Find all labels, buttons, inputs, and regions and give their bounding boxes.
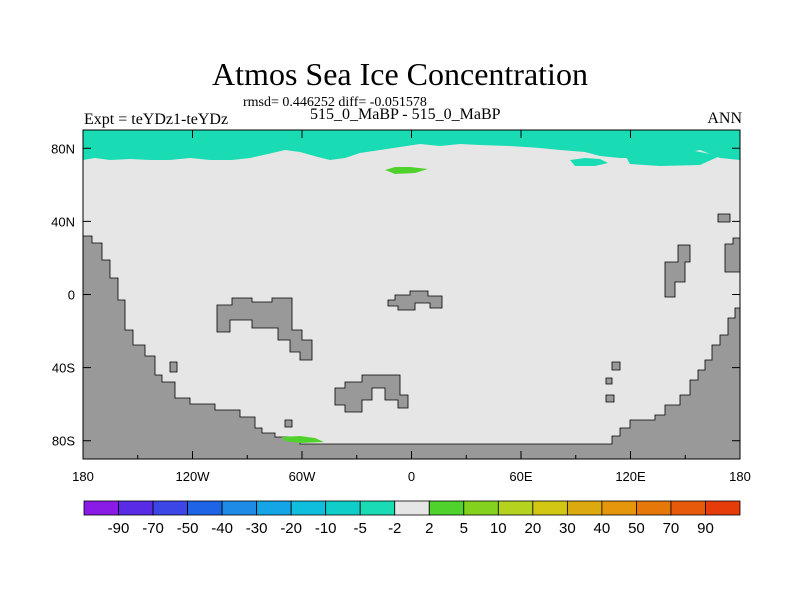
stats-label: rmsd= 0.446252 diff= -0.051578 <box>243 95 427 110</box>
colorbar-label-12: 20 <box>524 520 541 537</box>
colorbar-box-12 <box>497 500 534 516</box>
colorbar-label-16: 70 <box>663 520 680 537</box>
land-southeast-islet-1 <box>611 361 621 371</box>
colorbar-label-0: -90 <box>108 520 130 537</box>
colorbar-box-6 <box>290 500 327 516</box>
colorbar-label-10: 5 <box>460 520 468 537</box>
colorbar: -90 -70 -50 -40 -30 -20 -10 -5 -2 2 5 10 20 30 40 50 70 9… <box>83 500 741 537</box>
x-tick-label-5: 120E <box>615 469 646 484</box>
colorbar-label-9: 2 <box>425 520 433 537</box>
colorbar-box-5 <box>256 500 292 516</box>
colorbar-box-11 <box>463 500 499 516</box>
map-area <box>82 129 741 460</box>
colorbar-label-2: -50 <box>177 520 199 537</box>
land-africa-block <box>216 297 313 361</box>
colorbar-box-10 <box>428 500 465 516</box>
y-tick-label-1: 40N <box>51 214 75 229</box>
x-tick-label-0: 180 <box>72 469 94 484</box>
chart-title: Atmos Sea Ice Concentration <box>212 56 588 92</box>
land-southeast-islet-2 <box>605 377 613 385</box>
colorbar-label-11: 10 <box>490 520 507 537</box>
case-label: 515_0_MaBP - 515_0_MaBP <box>310 106 501 123</box>
x-tick-label-2: 60W <box>289 469 316 484</box>
land-central-block <box>334 374 409 413</box>
positive-ice-patch-south <box>282 436 324 443</box>
y-tick-label-0: 80N <box>51 141 75 156</box>
colorbar-label-17: 90 <box>697 520 714 537</box>
colorbar-label-7: -5 <box>354 520 367 537</box>
colorbar-box-4 <box>221 500 258 516</box>
negative-ice-patch-northeast <box>625 150 720 166</box>
colorbar-label-1: -70 <box>142 520 164 537</box>
colorbar-box-17 <box>670 500 706 516</box>
land-india-block <box>664 244 691 298</box>
colorbar-box-2 <box>152 500 188 516</box>
colorbar-label-15: 50 <box>628 520 645 537</box>
positive-ice-patch-north <box>385 167 428 174</box>
negative-ice-patch-east <box>570 158 608 166</box>
colorbar-box-16 <box>636 500 672 516</box>
axis-ticks: 180 120W 60W 0 60E 120E 180 80N 40N 0 40S 80S <box>51 130 751 484</box>
land-patagonia <box>169 361 178 373</box>
colorbar-box-8 <box>359 500 396 516</box>
colorbar-box-15 <box>601 500 637 516</box>
x-tick-label-4: 60E <box>509 469 532 484</box>
colorbar-label-3: -40 <box>211 520 233 537</box>
colorbar-box-3 <box>187 500 223 516</box>
negative-ice-band <box>83 130 740 160</box>
season-label: ANN <box>707 110 742 127</box>
colorbar-label-13: 30 <box>559 520 576 537</box>
colorbar-box-1 <box>118 500 154 516</box>
experiment-label: Expt = teYDz1-teYDz <box>84 111 229 128</box>
colorbar-box-9 <box>394 500 430 516</box>
y-tick-label-2: 0 <box>68 288 75 303</box>
colorbar-label-8: -2 <box>388 520 401 537</box>
colorbar-box-18 <box>705 500 741 516</box>
colorbar-label-5: -20 <box>280 520 302 537</box>
x-tick-label-6: 180 <box>729 469 751 484</box>
colorbar-label-4: -30 <box>246 520 268 537</box>
colorbar-box-14 <box>566 500 603 516</box>
colorbar-label-14: 40 <box>594 520 611 537</box>
land-southeast-islet-3 <box>605 394 615 403</box>
colorbar-box-0 <box>83 500 119 516</box>
x-tick-label-1: 120W <box>176 469 211 484</box>
land-east-edge <box>724 237 740 273</box>
land-island-west <box>284 419 293 428</box>
colorbar-box-7 <box>325 500 361 516</box>
land-south-america <box>83 235 740 459</box>
y-tick-label-4: 80S <box>52 434 75 449</box>
colorbar-box-13 <box>532 500 568 516</box>
y-tick-label-3: 40S <box>52 361 75 376</box>
colorbar-label-6: -10 <box>315 520 337 537</box>
land-northeast-islet <box>717 213 731 223</box>
land-equatorial-island <box>387 290 443 311</box>
x-tick-label-3: 0 <box>408 469 415 484</box>
